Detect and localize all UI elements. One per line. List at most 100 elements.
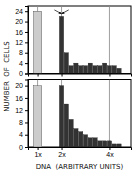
bar xyxy=(64,53,68,74)
tick: 16 xyxy=(15,95,28,102)
bar xyxy=(79,132,83,147)
bar xyxy=(117,68,121,73)
bar xyxy=(64,104,68,147)
panel: 0 4 8 12 16 20 1x 2x 4x xyxy=(15,80,131,158)
tick-label: 16 xyxy=(15,29,23,36)
tick: 4 xyxy=(19,60,28,67)
tick-mark xyxy=(38,74,39,77)
bar xyxy=(74,129,78,147)
bar xyxy=(93,66,97,74)
tick: 20 xyxy=(15,18,28,25)
y-axis: 0 4 8 12 16 20 xyxy=(15,80,28,151)
tick: 24 xyxy=(15,8,28,15)
axis-line xyxy=(25,80,29,148)
tick-mark xyxy=(25,32,28,33)
tick xyxy=(109,74,110,77)
x-axis xyxy=(29,74,132,77)
plot-frame xyxy=(28,6,131,74)
plot-area xyxy=(33,6,121,74)
tick: 12 xyxy=(15,107,28,114)
bar xyxy=(74,63,78,73)
tick-mark xyxy=(25,98,28,99)
tick-label: 20 xyxy=(15,82,23,89)
tick-mark xyxy=(25,22,28,23)
tick-label: 4 xyxy=(19,131,23,138)
bar xyxy=(117,144,121,147)
plot-area xyxy=(33,80,121,148)
arrow xyxy=(54,10,61,14)
tick: 1x xyxy=(34,147,42,158)
reference-line xyxy=(109,80,110,148)
tick xyxy=(38,74,39,77)
tick-mark xyxy=(25,147,28,148)
axis-line xyxy=(29,148,132,151)
bar xyxy=(83,135,87,147)
tick-mark xyxy=(109,74,110,77)
chart: 0 4 8 12 16 20 24 0 4 8 12 16 20 1x 2x 4x DNA (ARBITRARY… xyxy=(0,0,137,173)
bar xyxy=(88,63,92,73)
tick-label: 12 xyxy=(15,107,23,114)
bar xyxy=(107,141,111,147)
tick-mark xyxy=(62,74,63,77)
tick-label: 24 xyxy=(15,8,23,15)
bar xyxy=(59,16,63,73)
bar xyxy=(88,138,92,147)
tick: 8 xyxy=(19,119,28,126)
bar xyxy=(102,63,106,73)
bar xyxy=(98,66,102,74)
bar xyxy=(59,86,63,147)
tick-mark xyxy=(25,63,28,64)
tick-label: 16 xyxy=(15,95,23,102)
tick-mark xyxy=(109,147,110,150)
reference-line xyxy=(109,6,110,74)
bar xyxy=(33,11,41,73)
tick-label: 0 xyxy=(19,144,23,151)
tick: 2x xyxy=(58,147,66,158)
tick-mark xyxy=(25,42,28,43)
bar xyxy=(79,66,83,74)
tick-mark xyxy=(25,135,28,136)
bar xyxy=(69,119,73,147)
tick: 4 xyxy=(19,131,28,138)
tick-mark xyxy=(25,110,28,111)
tick: 0 xyxy=(19,144,28,151)
tick: 0 xyxy=(19,70,28,77)
tick-mark xyxy=(25,86,28,87)
tick-label: 8 xyxy=(19,49,23,56)
bar xyxy=(102,141,106,147)
bar xyxy=(69,66,73,74)
tick-label: 4 xyxy=(19,60,23,67)
tick-label: 12 xyxy=(15,39,23,46)
tick xyxy=(62,74,63,77)
tick-label: 0 xyxy=(19,70,23,77)
tick-label: 4x xyxy=(106,151,114,158)
bar xyxy=(98,141,102,147)
bar xyxy=(107,66,111,74)
tick-mark xyxy=(25,53,28,54)
axis-line xyxy=(25,7,29,75)
x-axis: 1x 2x 4x xyxy=(29,147,132,158)
tick: 20 xyxy=(15,82,28,89)
tick-mark xyxy=(25,122,28,123)
tick-mark xyxy=(62,147,63,150)
tick-label: 2x xyxy=(58,151,66,158)
tick: 16 xyxy=(15,29,28,36)
panel: 0 4 8 12 16 20 24 xyxy=(15,6,131,77)
tick-mark xyxy=(38,147,39,150)
bar xyxy=(112,144,116,147)
y-label: NUMBER OF CELLS xyxy=(3,41,11,112)
bar xyxy=(33,86,41,147)
axis-line xyxy=(29,74,132,77)
tick-mark xyxy=(25,11,28,12)
tick: 12 xyxy=(15,39,28,46)
tick: 4x xyxy=(106,147,114,158)
tick-label: 20 xyxy=(15,18,23,25)
bar xyxy=(93,138,97,147)
plot-frame xyxy=(28,80,131,148)
x-label: DNA (ARBITRARY UNITS) xyxy=(36,163,124,171)
arrow xyxy=(62,10,69,14)
y-axis: 0 4 8 12 16 20 24 xyxy=(15,7,28,78)
bar xyxy=(83,66,87,74)
bar xyxy=(112,66,116,74)
tick-mark xyxy=(25,74,28,75)
